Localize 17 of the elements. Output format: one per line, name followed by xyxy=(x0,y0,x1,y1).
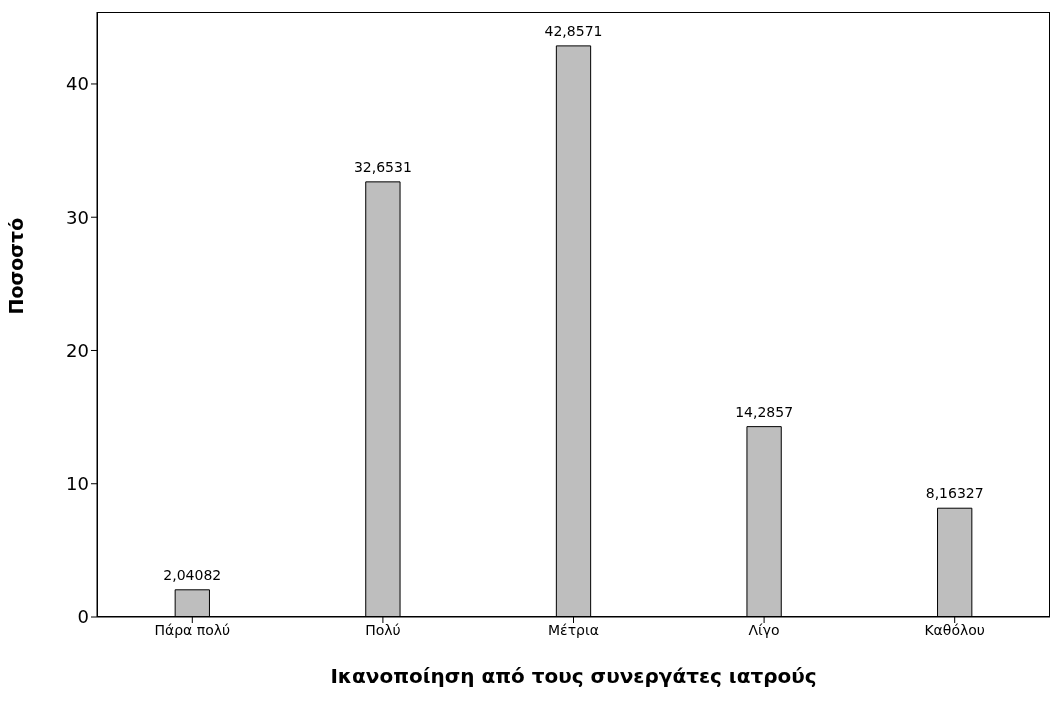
data-label: 2,04082 xyxy=(163,566,222,583)
x-tick-label: Πάρα πολύ xyxy=(154,621,231,638)
y-tick-label: 20 xyxy=(66,339,89,361)
x-tick-label: Πολύ xyxy=(365,621,401,638)
x-tick-label: Λίγο xyxy=(748,621,780,638)
data-label: 42,8571 xyxy=(544,22,603,39)
x-tick-label: Μέτρια xyxy=(548,621,599,638)
x-axis-title: Ικανοποίηση από τους συνεργάτες ιατρούς xyxy=(330,664,817,688)
data-label: 14,2857 xyxy=(735,403,794,420)
y-tick-label: 40 xyxy=(66,73,89,95)
y-axis-title: Ποσοστό xyxy=(4,217,27,315)
y-tick-label: 10 xyxy=(66,473,89,495)
y-tick-label: 0 xyxy=(77,606,89,628)
data-label: 8,16327 xyxy=(925,485,984,502)
data-label: 32,6531 xyxy=(353,158,412,175)
y-tick-label: 30 xyxy=(66,206,89,228)
x-tick-label: Καθόλου xyxy=(924,621,985,638)
